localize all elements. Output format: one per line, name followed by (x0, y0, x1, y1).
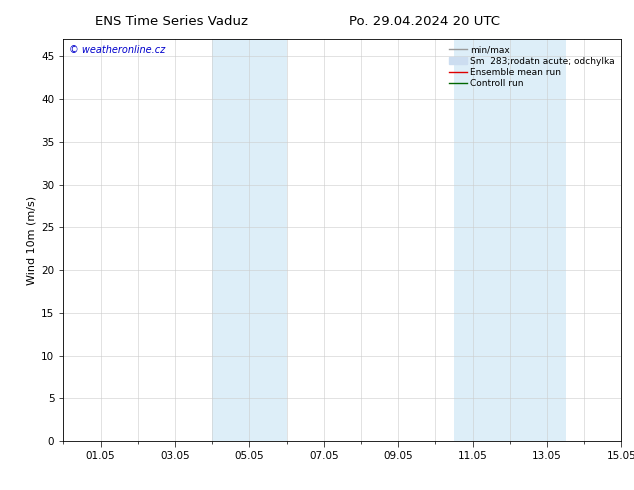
Y-axis label: Wind 10m (m/s): Wind 10m (m/s) (27, 196, 37, 285)
Bar (212, 39, 287, 441)
Text: © weatheronline.cz: © weatheronline.cz (69, 45, 165, 55)
Legend: min/max, Sm  283;rodatn acute; odchylka, Ensemble mean run, Controll run: min/max, Sm 283;rodatn acute; odchylka, … (447, 44, 617, 90)
Text: Po. 29.04.2024 20 UTC: Po. 29.04.2024 20 UTC (349, 15, 500, 28)
Text: ENS Time Series Vaduz: ENS Time Series Vaduz (94, 15, 248, 28)
Bar (454, 39, 566, 441)
